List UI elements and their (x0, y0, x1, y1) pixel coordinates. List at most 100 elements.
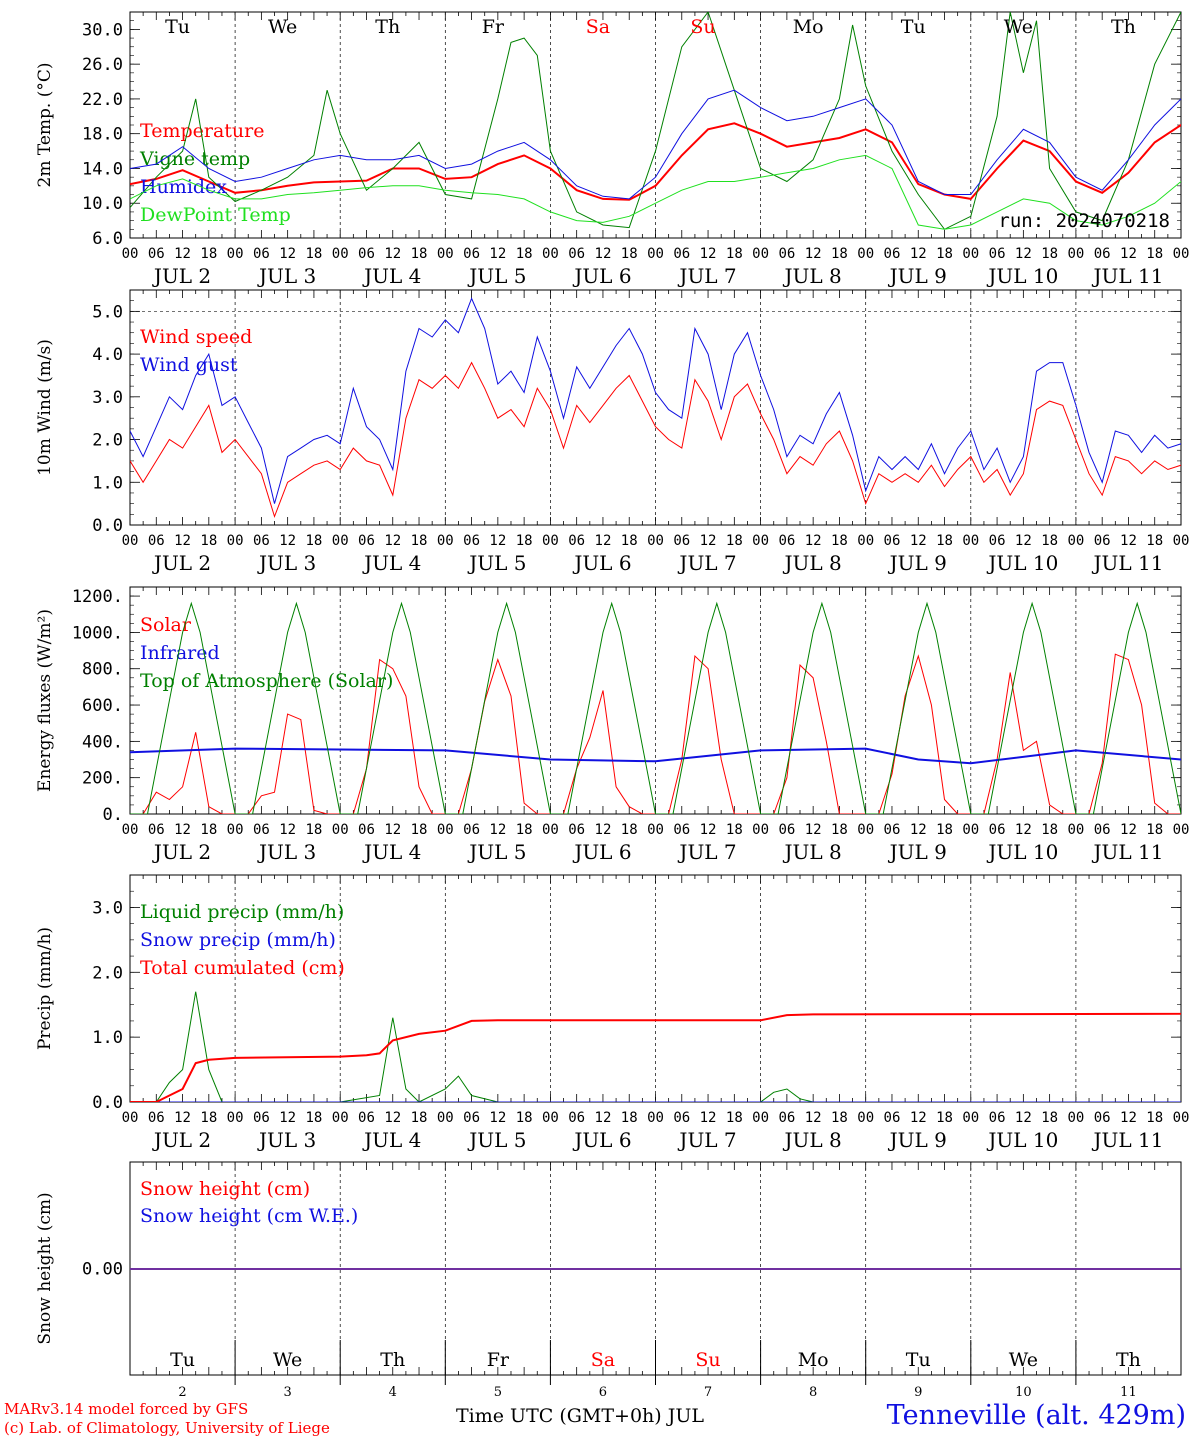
panel-2-hour-label: 06 (673, 533, 690, 549)
panel-3-hour-label: 18 (1041, 822, 1058, 838)
panel-3-ytick-label: 1000. (72, 623, 123, 643)
panel-1-hour-label: 18 (936, 246, 953, 262)
panel-4-hour-label: 00 (332, 1110, 349, 1126)
panel-4-series-liquid-precip-mm-h- (130, 991, 1181, 1102)
panel-5-legend-1: Snow height (cm) (140, 1178, 310, 1200)
panel-3-day-label: JUL 6 (572, 840, 631, 864)
panel-4-hour-label: 18 (1041, 1110, 1058, 1126)
panel-4-hour-label: 12 (700, 1110, 717, 1126)
panel-3-hour-label: 12 (1015, 822, 1032, 838)
panel-2-hour-label: 00 (227, 533, 244, 549)
panel-4-day-label: JUL 5 (467, 1128, 526, 1152)
panel-3-hour-label: 00 (1067, 822, 1084, 838)
panel-3-hour-label: 18 (726, 822, 743, 838)
panel-2-hour-label: 12 (489, 533, 506, 549)
panel-2-hour-label: 00 (857, 533, 874, 549)
weekday-label-top: Mo (793, 16, 824, 38)
panel-2-day-label: JUL 4 (362, 551, 421, 575)
panel-1-hour-label: 00 (122, 246, 139, 262)
panel-3-hour-label: 00 (962, 822, 979, 838)
panel-2-hour-label: 00 (437, 533, 454, 549)
panel-2-day-label: JUL 9 (888, 551, 947, 575)
panel-4-legend-1: Liquid precip (mm/h) (140, 901, 344, 923)
weekday-label-top: Th (1111, 16, 1136, 38)
panel-4-hour-label: 06 (358, 1110, 375, 1126)
panel-3-hour-label: 00 (647, 822, 664, 838)
panel-3-hour-label: 06 (673, 822, 690, 838)
panel-1-day-label: JUL 5 (467, 264, 526, 288)
panel-1-hour-label: 12 (489, 246, 506, 262)
panel-2-hour-label: 12 (1120, 533, 1137, 549)
panel-5-ytick-label: 0.00 (82, 1260, 123, 1280)
panel-4-hour-label: 18 (726, 1110, 743, 1126)
panel-1-series-temperature (130, 122, 1181, 201)
panel-2-series-wind-speed (130, 361, 1181, 519)
panel-3-hour-label: 12 (384, 822, 401, 838)
panel-4-hour-label: 06 (568, 1110, 585, 1126)
panel-2-hour-label: 00 (1173, 533, 1190, 549)
weekday-label-top: Tu (901, 16, 926, 38)
panel-3-hour-label: 12 (174, 822, 191, 838)
panel-4-day-label: JUL 10 (986, 1128, 1058, 1152)
panel-4-ytick-label: 2.0 (92, 963, 123, 983)
panel-4-day-label: JUL 2 (152, 1128, 211, 1152)
weekday-label-bottom: Tu (906, 1349, 931, 1371)
panel-1-hour-label: 00 (1173, 246, 1190, 262)
panel-3-hour-label: 06 (463, 822, 480, 838)
panel-4-day-label: JUL 7 (677, 1128, 736, 1152)
panel-1-hour-label: 00 (857, 246, 874, 262)
panel-1-hour-label: 06 (568, 246, 585, 262)
panel-3-ylabel: Energy fluxes (W/m²) (35, 609, 55, 792)
panel-4-day-label: JUL 9 (888, 1128, 947, 1152)
panel-3-hour-label: 18 (516, 822, 533, 838)
weekday-label-bottom: Su (695, 1349, 720, 1371)
panel-4-hour-label: 12 (489, 1110, 506, 1126)
panel-4-hour-label: 06 (884, 1110, 901, 1126)
panel-4-hour-label: 06 (148, 1110, 165, 1126)
panel-3-hour-label: 12 (700, 822, 717, 838)
panel-2-legend-2: Wind gust (140, 354, 238, 376)
panel-1-hour-label: 12 (1015, 246, 1032, 262)
panel-3-hour-label: 06 (884, 822, 901, 838)
panel-1-day-label: JUL 9 (888, 264, 947, 288)
panel-1-legend-1: Temperature (140, 120, 264, 142)
panel-2-hour-label: 18 (516, 533, 533, 549)
panel-4-ytick-label: 0.0 (92, 1093, 123, 1113)
panel-1-ytick-label: 22.0 (82, 90, 123, 110)
panel-2-hour-label: 18 (726, 533, 743, 549)
panel-4-series-total-cumulated-cm- (130, 1012, 1181, 1102)
bottom-day-number: 6 (599, 1385, 607, 1400)
panel-1-series-dewpoint-temp (130, 154, 1181, 230)
panel-4-hour-label: 00 (122, 1110, 139, 1126)
panel-4-hour-label: 12 (1015, 1110, 1032, 1126)
panel-4-hour-label: 06 (989, 1110, 1006, 1126)
panel-1-day-label: JUL 3 (257, 264, 316, 288)
panel-1-hour-label: 18 (726, 246, 743, 262)
panel-1-day-label: JUL 4 (362, 264, 421, 288)
panel-2-hour-label: 18 (621, 533, 638, 549)
panel-1-ylabel: 2m Temp. (°C) (35, 62, 55, 187)
panel-4-hour-label: 00 (962, 1110, 979, 1126)
panel-1-day-label: JUL 6 (572, 264, 631, 288)
panel-4-hour-label: 12 (910, 1110, 927, 1126)
panel-1-ytick-label: 18.0 (82, 125, 123, 145)
panel-1-hour-label: 06 (148, 246, 165, 262)
panel-4-hour-label: 00 (857, 1110, 874, 1126)
panel-1-hour-label: 06 (989, 246, 1006, 262)
panel-2-hour-label: 18 (411, 533, 428, 549)
panel-4-day-label: JUL 3 (257, 1128, 316, 1152)
panel-3-hour-label: 00 (1173, 822, 1190, 838)
panel-4-hour-label: 18 (936, 1110, 953, 1126)
panel-4-hour-label: 18 (411, 1110, 428, 1126)
panel-4-hour-label: 18 (831, 1110, 848, 1126)
panel-3-ytick-label: 200. (82, 769, 123, 789)
panel-1-day-label: JUL 8 (783, 264, 842, 288)
panel-3-hour-label: 06 (358, 822, 375, 838)
panel-3-day-label: JUL 8 (783, 840, 842, 864)
panel-1-hour-label: 12 (805, 246, 822, 262)
panel-1-hour-label: 00 (1067, 246, 1084, 262)
panel-2-hour-label: 00 (332, 533, 349, 549)
panel-2-hour-label: 18 (831, 533, 848, 549)
panel-3-day-label: JUL 2 (152, 840, 211, 864)
panel-2-hour-label: 06 (568, 533, 585, 549)
